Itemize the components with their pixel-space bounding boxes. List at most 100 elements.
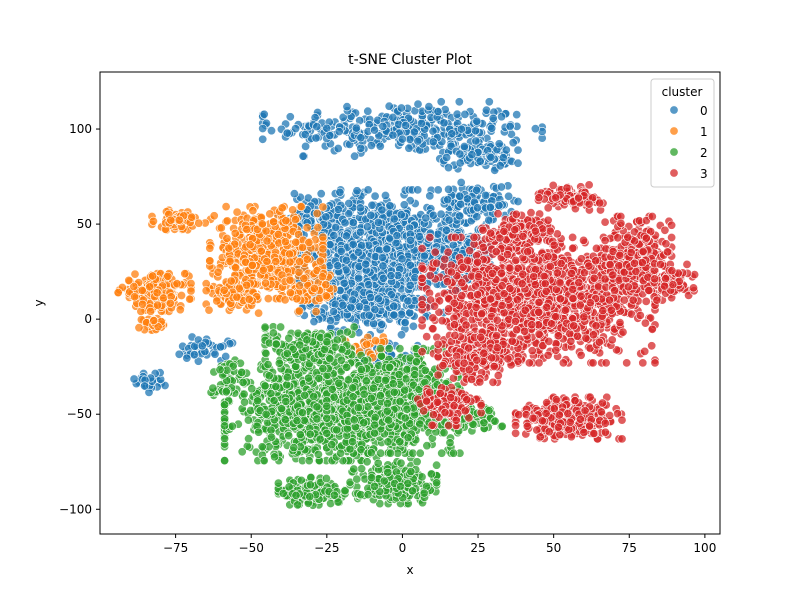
- data-point: [312, 414, 322, 424]
- data-point: [289, 443, 299, 453]
- data-point: [467, 150, 477, 160]
- data-point: [330, 342, 340, 352]
- data-point: [263, 359, 273, 369]
- data-point: [356, 365, 366, 375]
- data-point: [389, 310, 399, 320]
- data-point: [289, 189, 299, 199]
- data-point: [285, 275, 295, 285]
- data-point: [295, 257, 305, 267]
- data-point: [366, 210, 376, 220]
- data-point: [456, 124, 466, 134]
- data-point: [281, 216, 291, 226]
- data-point: [341, 255, 351, 265]
- data-point: [481, 105, 491, 115]
- data-point: [439, 428, 449, 438]
- data-point: [376, 448, 386, 458]
- data-point: [152, 288, 162, 298]
- data-point: [350, 151, 360, 161]
- data-point: [389, 301, 399, 311]
- data-point: [494, 200, 504, 210]
- data-point: [370, 420, 380, 430]
- data-point: [378, 121, 388, 131]
- data-point: [180, 269, 190, 279]
- data-point: [396, 103, 406, 113]
- data-point: [420, 365, 430, 375]
- data-point: [220, 421, 230, 431]
- data-point: [501, 145, 511, 155]
- data-point: [359, 418, 369, 428]
- data-point: [347, 295, 357, 305]
- data-point: [257, 442, 267, 452]
- data-point: [309, 391, 319, 401]
- data-point: [342, 362, 352, 372]
- data-point: [302, 335, 312, 345]
- data-point: [348, 239, 358, 249]
- data-point: [291, 237, 301, 247]
- data-point: [330, 299, 340, 309]
- data-point: [370, 428, 380, 438]
- data-point: [475, 156, 485, 166]
- data-point: [265, 209, 275, 219]
- data-point: [314, 373, 324, 383]
- data-point: [224, 243, 234, 253]
- data-point: [280, 237, 290, 247]
- data-point: [346, 302, 356, 312]
- data-point: [285, 288, 295, 298]
- data-point: [315, 256, 325, 266]
- data-point: [494, 139, 504, 149]
- data-point: [343, 375, 353, 385]
- data-point: [269, 396, 279, 406]
- data-point: [459, 142, 469, 152]
- data-point: [258, 265, 268, 275]
- data-point: [261, 348, 271, 358]
- data-point: [130, 269, 140, 279]
- data-point: [258, 134, 268, 144]
- data-point: [411, 357, 421, 367]
- data-point: [232, 207, 242, 217]
- data-point: [471, 136, 481, 146]
- data-point: [401, 120, 411, 130]
- data-point: [353, 247, 363, 257]
- data-point: [433, 107, 443, 117]
- data-point: [292, 294, 302, 304]
- data-point: [333, 261, 343, 271]
- data-point: [148, 271, 158, 281]
- data-point: [349, 415, 359, 425]
- data-point: [443, 195, 453, 205]
- data-point: [302, 254, 312, 264]
- data-point: [400, 385, 410, 395]
- data-point: [402, 365, 412, 375]
- data-point: [197, 341, 207, 351]
- data-point: [149, 316, 159, 326]
- data-point: [302, 223, 312, 233]
- data-point: [172, 279, 182, 289]
- data-point: [342, 102, 352, 112]
- data-point: [294, 306, 304, 316]
- data-point: [237, 447, 247, 457]
- data-point: [311, 307, 321, 317]
- data-point: [309, 283, 319, 293]
- data-point: [375, 390, 385, 400]
- data-point: [444, 184, 454, 194]
- data-point: [244, 294, 254, 304]
- data-point: [443, 163, 453, 173]
- data-point: [377, 319, 387, 329]
- data-point: [166, 215, 176, 225]
- data-point: [341, 231, 351, 241]
- data-point: [367, 200, 377, 210]
- data-point: [400, 413, 410, 423]
- data-point: [257, 219, 267, 229]
- data-point: [377, 253, 387, 263]
- data-point: [394, 369, 404, 379]
- data-point: [382, 244, 392, 254]
- data-point: [274, 358, 284, 368]
- data-point: [436, 97, 446, 107]
- data-point: [332, 425, 342, 435]
- data-point: [439, 118, 449, 128]
- data-point: [282, 380, 292, 390]
- data-point: [320, 344, 330, 354]
- data-point: [201, 286, 211, 296]
- data-point: [321, 280, 331, 290]
- data-point: [304, 373, 314, 383]
- data-point: [281, 396, 291, 406]
